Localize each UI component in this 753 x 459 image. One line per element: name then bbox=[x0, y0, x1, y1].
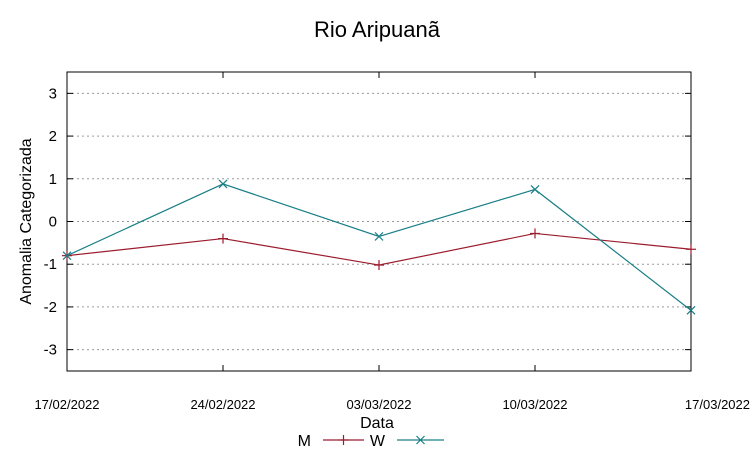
data-point-m bbox=[686, 244, 696, 255]
y-axis: 3 2 1 0 -1 -2 -3 bbox=[44, 85, 691, 359]
data-point-w bbox=[686, 305, 696, 315]
data-point-w bbox=[530, 185, 540, 194]
grid-lines bbox=[67, 92, 691, 351]
y-tick-label: -2 bbox=[44, 299, 57, 316]
data-point-w bbox=[374, 232, 384, 241]
legend-label-w: W bbox=[370, 433, 386, 450]
y-tick-label: 2 bbox=[49, 128, 57, 145]
data-point-w bbox=[218, 179, 228, 189]
y-tick-label: 3 bbox=[49, 85, 57, 102]
chart-title: Rio Aripuanã bbox=[314, 17, 441, 42]
series-line-w bbox=[66, 183, 692, 311]
data-point-w bbox=[62, 251, 72, 261]
x-tick-label: 03/03/2022 bbox=[346, 397, 411, 412]
legend-marker-w bbox=[416, 435, 425, 445]
x-tick-label: 24/02/2022 bbox=[190, 397, 255, 412]
x-tick-label: 17/02/2022 bbox=[34, 397, 99, 412]
y-axis-label: Anomalia Categorizada bbox=[18, 138, 35, 304]
y-tick-label: 0 bbox=[49, 214, 57, 231]
series-layer bbox=[62, 179, 696, 315]
x-axis: 17/02/2022 24/02/2022 03/03/2022 10/03/2022… bbox=[34, 72, 750, 412]
x-axis-label: Data bbox=[360, 415, 394, 432]
legend-marker-m bbox=[338, 435, 349, 445]
x-tick-label: 10/03/2022 bbox=[502, 397, 567, 412]
y-tick-label: 1 bbox=[49, 171, 57, 188]
data-point-m bbox=[218, 233, 228, 244]
legend-label-m: M bbox=[298, 433, 311, 450]
data-point-m bbox=[374, 260, 384, 271]
y-tick-label: -1 bbox=[44, 256, 57, 273]
x-tick-label: 17/03/2022 bbox=[685, 397, 750, 412]
data-point-m bbox=[530, 228, 540, 239]
y-tick-label: -3 bbox=[44, 342, 57, 359]
